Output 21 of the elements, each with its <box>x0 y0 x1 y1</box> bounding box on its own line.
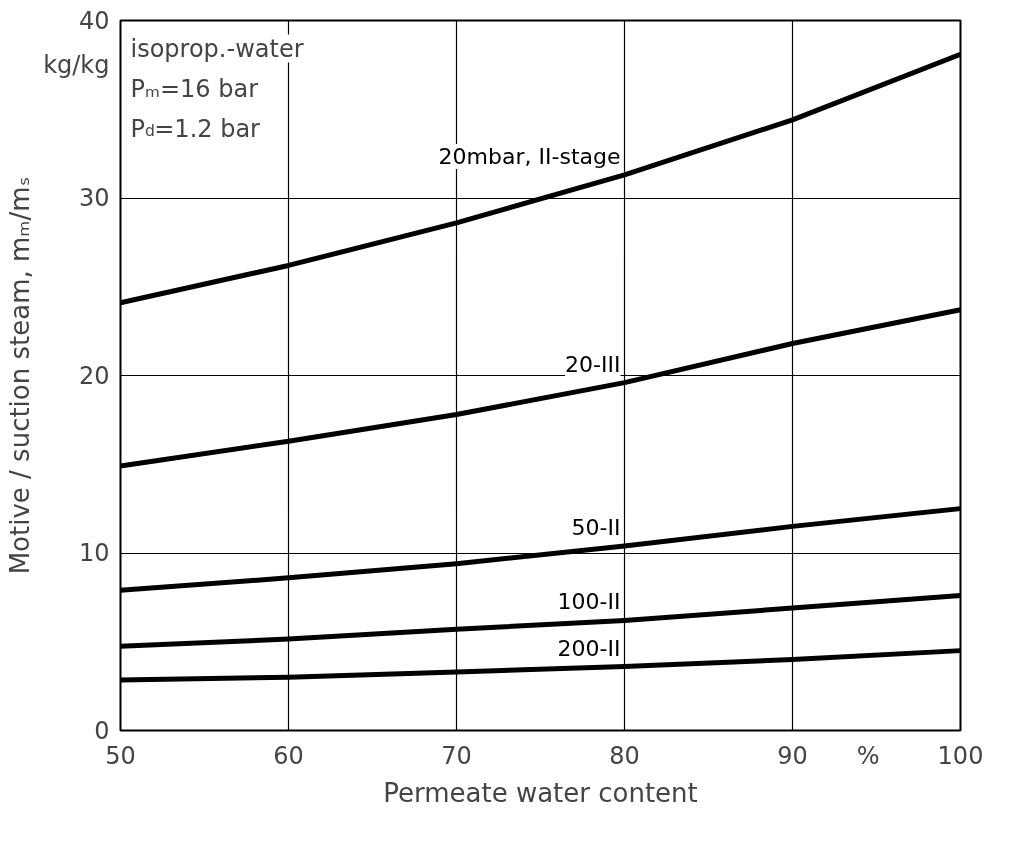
y-axis-title: Motive / suction steam, mₘ/mₛ <box>5 176 36 575</box>
series-label: 100-II <box>557 589 621 615</box>
x-tick-label: 60 <box>273 741 304 770</box>
series-label: 20-III <box>565 351 621 377</box>
annotation: isoprop.-water <box>130 34 304 63</box>
x-tick-label: 100 <box>937 741 984 770</box>
series-label: 50-II <box>571 514 621 540</box>
x-tick-label: 80 <box>609 741 640 770</box>
y-tick-label: 20 <box>78 361 110 390</box>
annotation: Pₘ=16 bar <box>130 74 259 103</box>
y-tick-label: 30 <box>78 184 110 212</box>
x-tick-label: 70 <box>441 741 472 770</box>
series-label: 200-II <box>557 635 621 661</box>
text: % <box>856 741 880 770</box>
x-tick-label: 90 <box>777 741 808 770</box>
annotation: Pd=1.2 bar <box>130 114 261 143</box>
x-axis-title: Permeate water content <box>383 777 698 808</box>
y-tick-label: 10 <box>78 539 110 567</box>
text: kg/kg <box>43 50 110 79</box>
series-label: 20mbar, II-stage <box>438 143 621 169</box>
y-tick-label: 40 <box>78 6 110 35</box>
